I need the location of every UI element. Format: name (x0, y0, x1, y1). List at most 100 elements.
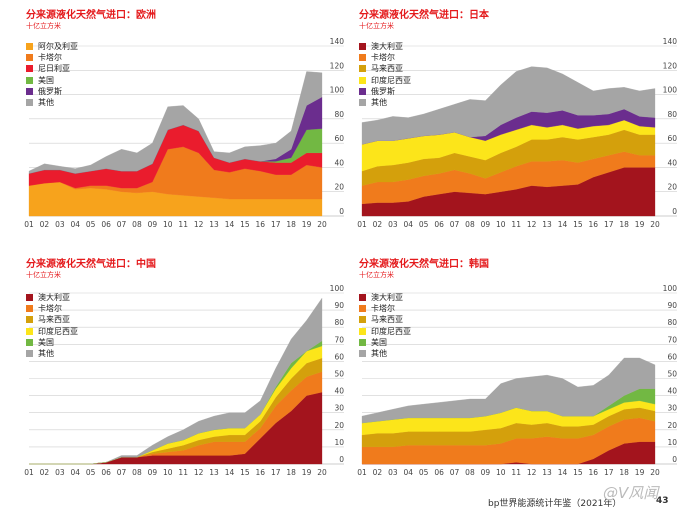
legend-label: 其他 (371, 348, 387, 358)
legend-label: 卡塔尔 (38, 304, 62, 314)
legend-item: 其他 (359, 97, 411, 108)
x-tick-label: 16 (256, 220, 266, 229)
chart-unit: 十亿立方米 (26, 271, 61, 279)
legend-item: 美国 (359, 337, 411, 348)
x-tick-label: 19 (302, 220, 312, 229)
legend-item: 美国 (26, 75, 78, 86)
x-tick-label: 13 (209, 220, 219, 229)
chart-title: 分来源液化天然气进口：中国 (26, 259, 156, 270)
x-tick-label: 09 (148, 220, 158, 229)
x-tick-label: 20 (650, 468, 660, 477)
legend-swatch (26, 76, 33, 84)
legend-label: 澳大利亚 (371, 293, 403, 302)
y-tick-label: 90 (334, 301, 344, 310)
legend-item: 尼日利亚 (26, 63, 78, 74)
x-tick-label: 08 (132, 468, 142, 477)
legend-label: 印度尼西亚 (38, 326, 78, 336)
watermark: @V风闻 (603, 484, 659, 502)
legend-swatch (359, 305, 366, 313)
x-tick-label: 13 (542, 220, 552, 229)
y-tick-label: 80 (667, 318, 677, 327)
x-tick-label: 04 (403, 468, 413, 477)
legend-swatch (26, 316, 33, 324)
legend-item: 其他 (26, 348, 78, 359)
legend-label: 阿尔及利亚 (38, 42, 78, 51)
legend-label: 卡塔尔 (371, 304, 395, 314)
legend-swatch (26, 338, 33, 346)
y-tick-label: 20 (334, 421, 344, 430)
legend-label: 美国 (371, 337, 387, 347)
y-tick-label: 50 (334, 370, 344, 379)
chart-title: 分来源液化天然气进口：欧洲 (26, 10, 156, 21)
x-tick-label: 18 (286, 220, 296, 229)
area-series-5 (28, 71, 323, 174)
y-tick-label: 50 (667, 370, 677, 379)
y-tick-label: 80 (334, 110, 344, 119)
x-tick-label: 02 (373, 468, 383, 477)
x-tick-label: 07 (117, 468, 127, 477)
legend-item: 印度尼西亚 (359, 326, 411, 337)
x-tick-label: 08 (465, 468, 475, 477)
y-tick-label: 70 (667, 335, 677, 344)
x-tick-label: 12 (194, 220, 204, 229)
legend: 澳大利亚 卡塔尔 马来西亚 印度尼西亚 俄罗斯 其他 (359, 41, 411, 108)
x-tick-label: 19 (635, 468, 645, 477)
legend-item: 澳大利亚 (359, 292, 411, 303)
x-tick-label: 19 (635, 220, 645, 229)
legend-swatch (26, 87, 33, 95)
x-tick-label: 11 (511, 220, 521, 229)
page-number: 43 (656, 496, 669, 506)
chart-unit: 十亿立方米 (26, 22, 61, 30)
x-tick-label: 20 (650, 220, 660, 229)
y-tick-label: 60 (667, 134, 677, 143)
x-tick-label: 16 (589, 220, 599, 229)
x-tick-label: 17 (604, 468, 614, 477)
legend-swatch (359, 350, 366, 358)
legend-label: 其他 (371, 97, 387, 107)
y-tick-label: 20 (334, 183, 344, 192)
legend-swatch (359, 87, 366, 95)
legend-swatch (26, 294, 33, 302)
legend-item: 马来西亚 (359, 314, 411, 325)
x-tick-label: 15 (240, 468, 250, 477)
y-tick-label: 100 (330, 86, 345, 95)
legend-swatch (359, 327, 366, 335)
x-tick-label: 12 (527, 468, 537, 477)
x-tick-label: 04 (70, 220, 80, 229)
x-tick-label: 07 (450, 220, 460, 229)
x-tick-label: 06 (101, 468, 111, 477)
y-tick-label: 30 (667, 404, 677, 413)
x-tick-label: 03 (388, 468, 398, 477)
x-tick-label: 11 (178, 220, 188, 229)
x-tick-label: 05 (86, 220, 96, 229)
legend-item: 澳大利亚 (26, 292, 78, 303)
legend-swatch (26, 54, 33, 62)
x-tick-label: 16 (589, 468, 599, 477)
legend-label: 印度尼西亚 (371, 75, 411, 85)
area-series-5 (361, 66, 656, 145)
x-tick-label: 05 (86, 468, 96, 477)
legend-item: 其他 (26, 97, 78, 108)
legend-label: 澳大利亚 (38, 293, 70, 302)
x-tick-label: 02 (373, 220, 383, 229)
legend-label: 其他 (38, 348, 54, 358)
y-tick-label: 20 (667, 183, 677, 192)
legend-item: 俄罗斯 (359, 86, 411, 97)
x-tick-label: 06 (434, 468, 444, 477)
x-tick-label: 05 (419, 220, 429, 229)
area-chart-korea: 0 10 20 30 40 50 60 70 80 90 100 01 02 03 04 05 06 07 08 09… (357, 284, 678, 477)
y-tick-label: 100 (663, 284, 678, 293)
area-series-5 (361, 357, 656, 424)
legend-label: 卡塔尔 (38, 53, 62, 63)
legend-item: 印度尼西亚 (359, 75, 411, 86)
y-tick-label: 30 (334, 404, 344, 413)
chart-unit: 十亿立方米 (359, 22, 394, 30)
x-tick-label: 13 (209, 468, 219, 477)
x-tick-label: 14 (225, 220, 235, 229)
chart-unit: 十亿立方米 (359, 271, 394, 279)
y-tick-label: 0 (672, 207, 677, 216)
y-tick-label: 100 (663, 86, 678, 95)
x-tick-label: 18 (286, 468, 296, 477)
y-tick-label: 80 (334, 318, 344, 327)
x-tick-label: 03 (55, 220, 65, 229)
